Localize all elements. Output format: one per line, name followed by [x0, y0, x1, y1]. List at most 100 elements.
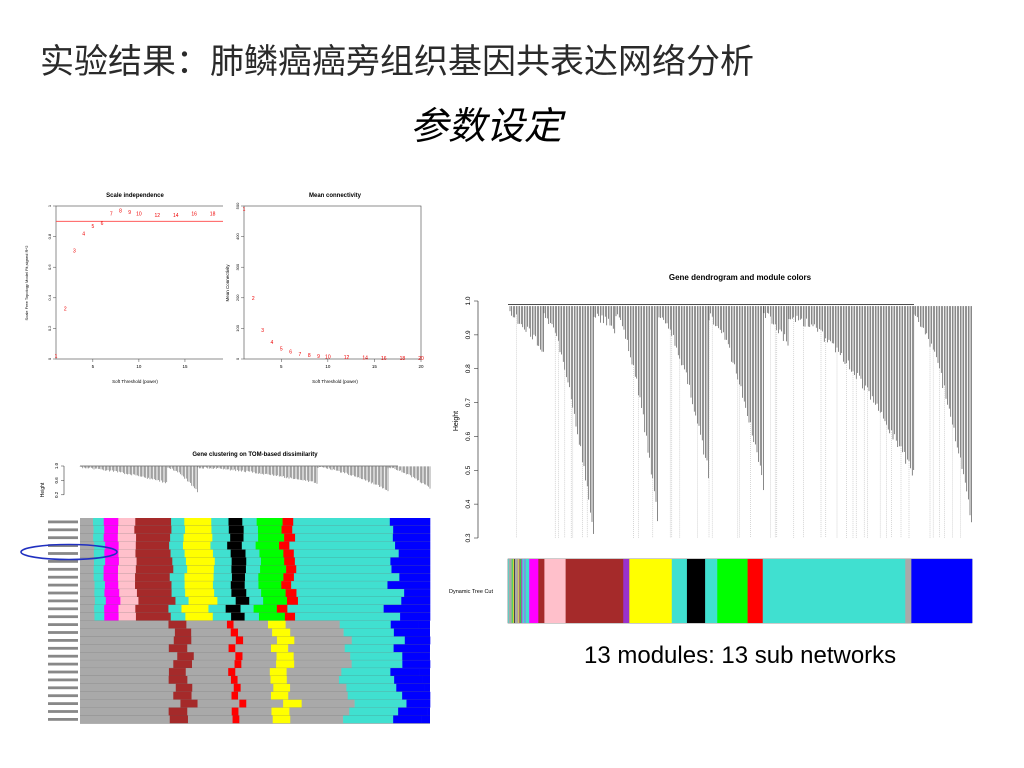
tom-color-block	[191, 628, 232, 637]
mean-connectivity-ylabel: Mean Connectivity	[225, 264, 230, 302]
tom-color-block	[80, 525, 94, 534]
scale-independence-point: 9	[128, 210, 131, 216]
tom-color-block	[80, 676, 169, 684]
tom-color-block	[213, 573, 233, 582]
tom-color-block	[288, 644, 346, 653]
mean-connectivity-point: 20	[418, 356, 424, 362]
tom-color-block	[134, 525, 172, 534]
tom-color-block	[390, 620, 419, 629]
tom-color-block	[404, 589, 431, 597]
tom-color-block	[243, 533, 259, 542]
scale-independence-point: 4	[82, 232, 85, 238]
tom-color-block	[225, 604, 241, 613]
tom-color-block	[351, 636, 406, 645]
tom-color-block	[271, 707, 290, 716]
tom-color-block	[80, 549, 95, 558]
tom-color-block	[292, 525, 394, 534]
tom-color-block	[105, 541, 119, 550]
tom-color-block	[276, 604, 288, 613]
tom-color-block	[136, 533, 171, 542]
tom-color-block	[118, 581, 136, 590]
tom-color-block	[259, 549, 284, 558]
tom-color-block	[422, 676, 430, 684]
tom-color-block	[261, 589, 286, 597]
scale-independence-ylabel: Scale Free Topology Model Fit,signed R^2	[24, 245, 29, 321]
module-color-stripe	[517, 559, 519, 623]
tom-color-block	[389, 518, 431, 526]
tom-color-block	[272, 628, 291, 637]
tom-color-block	[118, 604, 136, 613]
tom-color-block	[347, 691, 403, 700]
tom-color-block	[343, 715, 394, 724]
tom-color-block	[168, 707, 188, 716]
tom-color-block	[93, 525, 105, 534]
tom-row-label	[48, 591, 78, 595]
tom-color-block	[235, 636, 244, 645]
tom-color-block	[284, 612, 296, 621]
tom-row-label	[48, 686, 78, 690]
tom-color-block	[263, 597, 288, 605]
mean-connectivity-point: 3	[261, 328, 264, 334]
tom-color-block	[80, 573, 94, 582]
tom-color-block	[421, 644, 430, 653]
gene-dendrogram-ytick-label: 0.7	[465, 398, 472, 407]
tom-color-block	[387, 581, 431, 590]
tom-color-block	[402, 691, 431, 700]
tom-color-block	[118, 612, 137, 621]
tom-color-block	[396, 683, 425, 692]
tom-color-block	[393, 525, 431, 534]
module-color-block	[705, 559, 718, 623]
scale-independence-point: 1	[55, 354, 58, 360]
mean-connectivity-ytick-label: 400	[235, 232, 240, 239]
tom-clustering-ytick-label: 0.6	[54, 477, 59, 484]
tom-color-block	[192, 683, 235, 692]
tom-color-block	[80, 691, 174, 700]
tom-color-block	[419, 668, 430, 676]
tom-color-block	[233, 683, 241, 692]
tom-color-block	[238, 628, 273, 637]
tom-color-block	[398, 549, 431, 558]
tom-color-block	[212, 533, 231, 542]
scale-independence-xtick-label: 10	[136, 364, 142, 369]
tom-color-block	[293, 573, 400, 582]
gene-dendrogram-tree	[508, 303, 972, 538]
highlight-ellipse	[20, 543, 118, 561]
tom-color-block	[234, 660, 242, 669]
tom-row-label	[48, 599, 78, 603]
tom-color-block	[173, 660, 193, 669]
tom-color-block	[290, 715, 344, 724]
tom-color-block	[80, 707, 169, 716]
tom-color-block	[227, 541, 243, 550]
tom-color-block	[181, 604, 209, 613]
tom-color-block	[286, 565, 297, 574]
tom-color-block	[171, 581, 185, 590]
tom-color-block	[80, 715, 171, 724]
module-color-block	[747, 559, 764, 623]
tom-color-block	[231, 573, 246, 582]
gene-dendrogram-ylabel: Height	[453, 411, 460, 431]
tom-color-block	[404, 636, 431, 645]
tom-color-block	[104, 549, 119, 558]
mean-connectivity-point: 2	[252, 296, 255, 302]
tom-color-block	[212, 581, 232, 590]
tom-color-block	[228, 518, 243, 526]
tom-row-label	[48, 536, 78, 540]
tom-color-block	[246, 589, 262, 597]
tom-color-block	[258, 573, 284, 582]
tom-color-block	[351, 660, 403, 669]
tom-color-block	[210, 541, 228, 550]
tom-color-block	[80, 604, 95, 613]
tom-color-block	[273, 683, 291, 692]
tom-color-block	[281, 581, 292, 590]
tom-color-block	[276, 652, 294, 661]
tom-color-block	[240, 683, 274, 692]
tom-color-block	[294, 557, 391, 566]
tom-color-block	[184, 581, 214, 590]
tom-color-block	[258, 581, 282, 590]
tom-color-block	[230, 549, 246, 558]
tom-color-block	[257, 525, 282, 534]
tom-color-block	[239, 699, 247, 708]
tom-color-block	[286, 597, 299, 605]
scale-independence-ytick-label: 0.4	[47, 294, 52, 300]
scale-independence-point: 16	[191, 212, 197, 218]
